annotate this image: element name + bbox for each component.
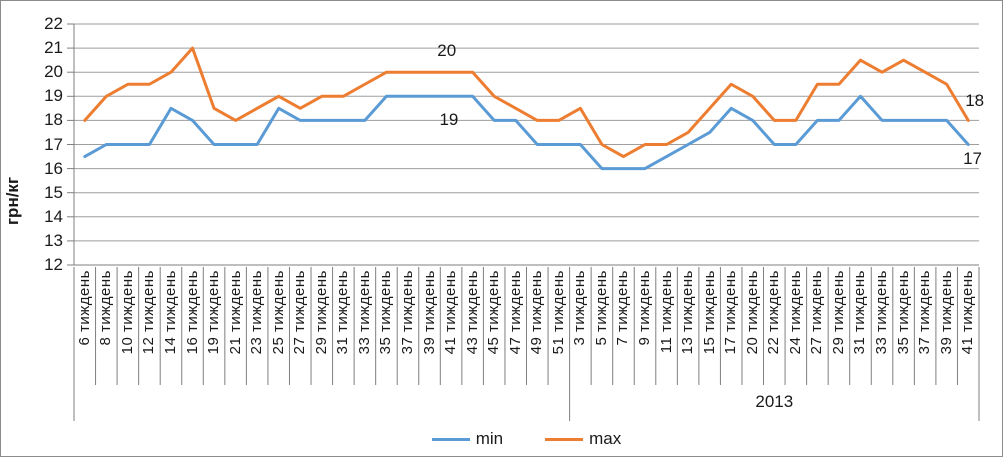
week-label: 33 тиждень <box>873 270 891 355</box>
y-tick-label: 19 <box>44 86 63 106</box>
legend-swatch-max <box>545 437 584 441</box>
y-tick-label: 17 <box>44 134 63 154</box>
week-label: 5 тиждень <box>592 270 610 346</box>
legend-item-max: max <box>545 429 621 449</box>
week-label: 31 тиждень <box>334 270 352 355</box>
week-label: 24 тиждень <box>786 270 804 355</box>
week-label: 51 тиждень <box>549 270 567 355</box>
series-line-max <box>83 46 970 159</box>
week-label: 43 тиждень <box>463 270 481 355</box>
week-label: 10 тиждень <box>118 270 136 355</box>
week-label: 9 тиждень <box>636 270 653 346</box>
y-tick-label: 18 <box>44 110 63 130</box>
data-label: 18 <box>965 91 985 111</box>
week-label: 41 тиждень <box>959 270 977 355</box>
week-label: 29 тиждень <box>312 270 330 355</box>
y-tick-label: 22 <box>44 14 63 33</box>
week-label: 29 тиждень <box>829 270 847 355</box>
y-tick-label: 15 <box>44 182 63 202</box>
week-label: 27 тиждень <box>808 270 826 355</box>
legend-item-min: min <box>431 429 504 449</box>
week-label: 7 тиждень <box>614 270 632 346</box>
week-label: 39 тиждень <box>420 270 438 355</box>
legend-label: max <box>589 429 622 448</box>
legend: min max <box>74 427 979 451</box>
y-tick-label: 12 <box>44 255 63 274</box>
week-label: 21 тиждень <box>226 270 244 355</box>
series-line-min <box>83 94 970 171</box>
week-label: 3 тиждень <box>571 270 589 346</box>
week-label: 39 тиждень <box>937 270 955 355</box>
week-label: 14 тиждень <box>161 270 179 355</box>
week-label: 35 тиждень <box>894 270 912 355</box>
data-label: 19 <box>439 110 459 130</box>
legend-label: min <box>475 429 504 448</box>
week-label: 25 тиждень <box>269 270 287 355</box>
week-label: 35 тиждень <box>377 270 395 355</box>
week-label: 19 тиждень <box>205 270 223 355</box>
week-label: 23 тиждень <box>248 270 266 355</box>
y-tick-label: 14 <box>44 206 63 226</box>
week-label: 20 тиждень <box>743 270 761 355</box>
week-label: 47 тиждень <box>506 270 524 355</box>
y-tick-label: 16 <box>44 158 63 178</box>
y-axis-title: грн/кг <box>3 176 22 226</box>
week-label: 12 тиждень <box>140 270 158 355</box>
y-tick-label: 21 <box>44 38 63 58</box>
week-label: 45 тиждень <box>485 270 503 355</box>
week-label: 22 тиждень <box>765 270 783 355</box>
week-label: 11 тиждень <box>657 270 675 354</box>
data-label: 20 <box>437 40 457 60</box>
week-label: 6 тиждень <box>75 270 93 346</box>
week-label: 13 тиждень <box>679 270 697 355</box>
week-label: 49 тиждень <box>528 270 546 355</box>
week-label: 37 тиждень <box>916 270 934 355</box>
week-label: 27 тиждень <box>291 270 309 355</box>
week-label: 17 тиждень <box>722 270 740 355</box>
week-label: 41 тиждень <box>442 270 460 355</box>
year-label: 2013 <box>755 392 794 411</box>
week-label: 37 тиждень <box>398 270 416 355</box>
legend-swatch-min <box>431 437 470 441</box>
week-label: 31 тиждень <box>851 270 869 355</box>
week-label: 16 тиждень <box>183 270 201 355</box>
week-label: 33 тиждень <box>355 270 373 355</box>
week-label: 15 тиждень <box>700 270 718 355</box>
data-label: 17 <box>963 148 982 168</box>
week-label: 8 тиждень <box>97 270 115 346</box>
y-tick-label: 20 <box>44 62 63 82</box>
y-tick-label: 13 <box>44 230 63 250</box>
